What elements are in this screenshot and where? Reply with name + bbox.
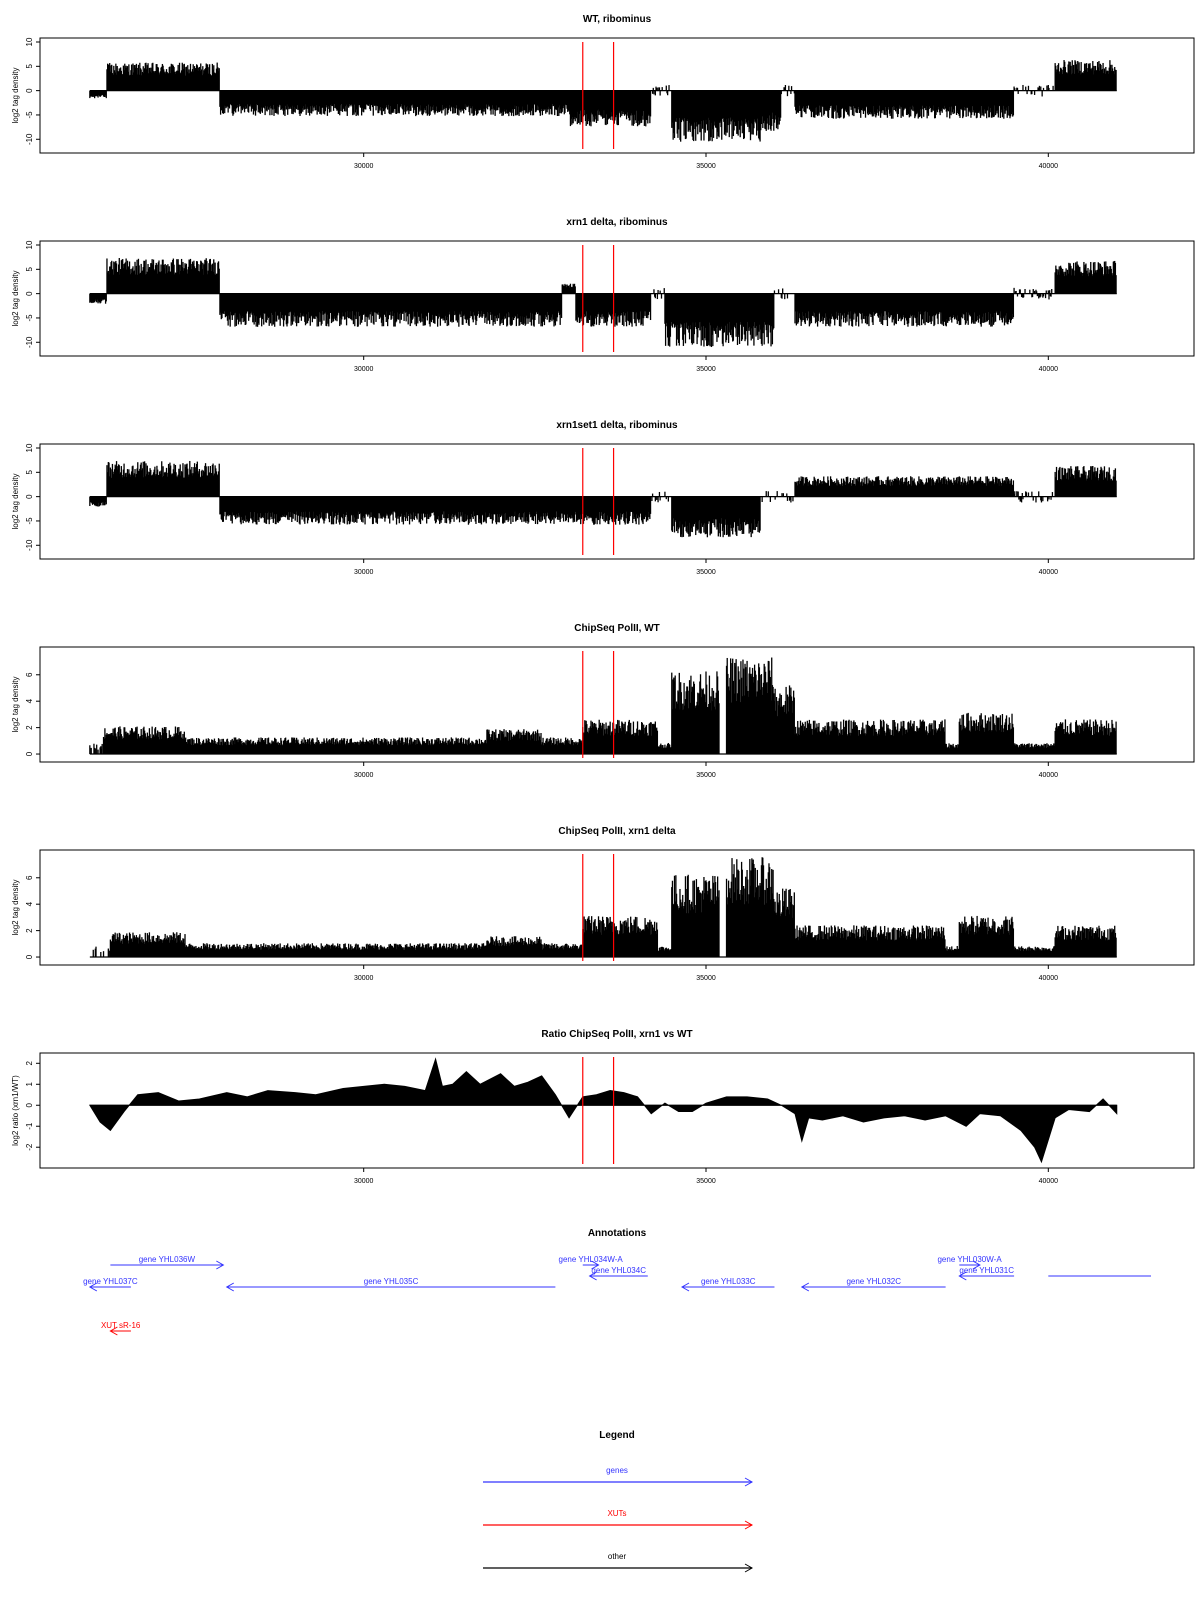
y-tick-label: -5 [25, 111, 34, 119]
chart-panel-4: ChipSeq PolII, WT 0 2 4 6 log2 tag density 300… [11, 623, 1195, 779]
y-tick-label: 5 [25, 267, 34, 272]
y-tick-label: 6 [25, 672, 34, 677]
y-tick-label: -5 [25, 314, 34, 322]
x-tick-label: 35000 [696, 772, 716, 779]
x-tick-label: 35000 [696, 366, 716, 373]
chart-panel-2: xrn1 delta, ribominus 10 5 0 -5 -10 log2 tag d… [11, 217, 1195, 373]
y-tick-label: 0 [25, 291, 34, 296]
x-tick-label: 30000 [354, 569, 374, 576]
chart-panel-1: WT, ribominus 10 5 0 -5 -10 log2 tag density 30… [11, 14, 1195, 170]
x-tick-label: 40000 [1039, 569, 1059, 576]
y-tick-label: -10 [25, 539, 34, 551]
y-tick-label: 10 [25, 37, 34, 46]
x-tick-label: 30000 [354, 772, 374, 779]
x-tick-label: 35000 [696, 569, 716, 576]
chart-title: xrn1set1 delta, ribominus [556, 420, 678, 431]
chart-title: xrn1 delta, ribominus [566, 217, 668, 228]
y-tick-label: 10 [25, 443, 34, 452]
bar-series [89, 657, 1117, 755]
y-tick-label: 10 [25, 240, 34, 249]
y-axis-label: log2 tag density [11, 67, 20, 123]
bar-series [89, 60, 1117, 142]
y-tick-label: -10 [25, 133, 34, 145]
x-tick-label: 30000 [354, 163, 374, 170]
y-tick-label: 5 [25, 470, 34, 475]
y-axis-label: log2 tag density [11, 270, 20, 326]
y-tick-label: 4 [25, 698, 34, 703]
y-tick-label: 0 [25, 494, 34, 499]
bar-series [89, 460, 1117, 538]
y-tick-label: 0 [25, 88, 34, 93]
y-axis-label: log2 tag density [11, 676, 20, 732]
y-tick-label: 2 [25, 725, 34, 730]
x-tick-label: 40000 [1039, 366, 1059, 373]
bar-series [89, 258, 1117, 348]
y-tick-label: -10 [25, 336, 34, 348]
x-tick-label: 40000 [1039, 772, 1059, 779]
x-tick-label: 40000 [1039, 163, 1059, 170]
y-tick-label: 5 [25, 64, 34, 69]
y-tick-label: -5 [25, 517, 34, 525]
y-tick-label: 0 [25, 751, 34, 756]
chart-panel-3: xrn1set1 delta, ribominus 10 5 0 -5 -10 log2 t… [11, 420, 1195, 576]
chart-title: ChipSeq PolII, WT [574, 623, 660, 634]
x-tick-label: 35000 [696, 163, 716, 170]
chart-title: WT, ribominus [583, 14, 652, 25]
x-tick-label: 30000 [354, 366, 374, 373]
y-axis-label: log2 tag density [11, 473, 20, 529]
